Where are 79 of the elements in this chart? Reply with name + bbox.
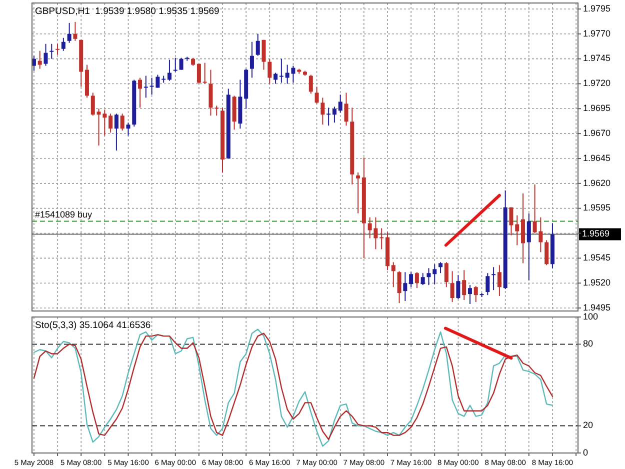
y-tick-label: 1.9670 bbox=[583, 128, 611, 138]
candlestick bbox=[414, 272, 419, 289]
candlestick bbox=[250, 41, 254, 78]
candlestick bbox=[274, 72, 278, 84]
candlestick bbox=[208, 69, 213, 116]
candlestick bbox=[515, 214, 520, 246]
candlestick bbox=[462, 270, 466, 301]
candlestick bbox=[444, 262, 448, 288]
candlestick bbox=[202, 62, 207, 84]
candlestick bbox=[397, 270, 402, 304]
candlestick bbox=[474, 286, 478, 303]
candlestick bbox=[526, 212, 531, 281]
candlestick bbox=[50, 43, 54, 60]
y-tick-label: 0 bbox=[583, 447, 588, 458]
candlestick bbox=[120, 113, 124, 132]
y-tick-label: 1.9545 bbox=[583, 252, 611, 263]
candlestick bbox=[403, 272, 408, 302]
candlestick bbox=[44, 43, 48, 66]
y-tick-label: 1.9520 bbox=[583, 277, 611, 288]
candlestick bbox=[126, 122, 130, 136]
candlestick bbox=[61, 37, 66, 52]
chart-title: Sto(5,3,3) 35.1064 41.6536 bbox=[35, 320, 151, 331]
y-tick-label: 1.9595 bbox=[583, 202, 611, 213]
y-tick-label: 1.9695 bbox=[583, 103, 611, 114]
candlestick bbox=[509, 206, 514, 236]
candlestick bbox=[456, 274, 460, 300]
candlestick bbox=[179, 57, 184, 70]
y-tick-label: 20 bbox=[583, 420, 594, 430]
candlestick bbox=[320, 97, 325, 126]
y-tick-label: 1.9620 bbox=[583, 178, 611, 188]
candlestick bbox=[380, 228, 384, 250]
candlestick bbox=[544, 240, 549, 266]
candlestick bbox=[356, 172, 360, 214]
candlestick bbox=[438, 262, 443, 274]
candlestick bbox=[314, 86, 319, 104]
y-tick-label: 1.9720 bbox=[583, 78, 611, 88]
candlestick bbox=[214, 105, 219, 116]
candlestick bbox=[90, 92, 95, 116]
candlestick bbox=[409, 272, 414, 288]
y-tick-label: 1.9745 bbox=[583, 53, 611, 64]
y-tick-label: 100 bbox=[583, 311, 598, 322]
candlestick bbox=[262, 39, 266, 70]
candlestick bbox=[196, 63, 201, 84]
candlestick bbox=[173, 57, 178, 72]
candlestick bbox=[468, 284, 472, 305]
candlestick bbox=[497, 264, 502, 297]
candlestick bbox=[256, 33, 260, 56]
y-tick-label: 1.9770 bbox=[583, 28, 611, 38]
candlestick bbox=[391, 262, 396, 288]
candlestick bbox=[56, 43, 60, 56]
candlestick bbox=[108, 113, 113, 134]
candlestick bbox=[279, 58, 284, 84]
candlestick bbox=[344, 92, 348, 126]
y-tick-label: 1.9795 bbox=[583, 3, 611, 14]
ref-line-label: #1541089 buy bbox=[35, 209, 93, 220]
candlestick bbox=[486, 272, 490, 296]
candlestick bbox=[114, 113, 118, 152]
candlestick bbox=[326, 107, 331, 126]
candlestick bbox=[38, 50, 42, 70]
candlestick bbox=[492, 266, 496, 291]
candlestick bbox=[67, 22, 72, 44]
candlestick bbox=[138, 77, 142, 108]
candlestick bbox=[73, 21, 78, 42]
candlestick bbox=[332, 106, 336, 124]
candlestick bbox=[420, 272, 425, 286]
chart-title: GBPUSD,H1 1.9539 1.9580 1.9535 1.9569 bbox=[35, 6, 220, 17]
candlestick bbox=[144, 75, 148, 98]
candlestick bbox=[450, 270, 454, 303]
candlestick bbox=[308, 74, 313, 94]
ref-line-label: 1.9569 bbox=[582, 228, 610, 239]
candlestick bbox=[432, 264, 437, 285]
y-tick-label: 80 bbox=[583, 338, 594, 349]
candlestick bbox=[268, 58, 272, 84]
candlestick bbox=[167, 59, 172, 82]
y-tick-label: 1.9495 bbox=[583, 302, 611, 312]
candlestick bbox=[338, 94, 342, 114]
y-tick-label: 1.9645 bbox=[583, 152, 611, 163]
candlestick bbox=[426, 268, 431, 286]
candlestick bbox=[521, 192, 526, 264]
